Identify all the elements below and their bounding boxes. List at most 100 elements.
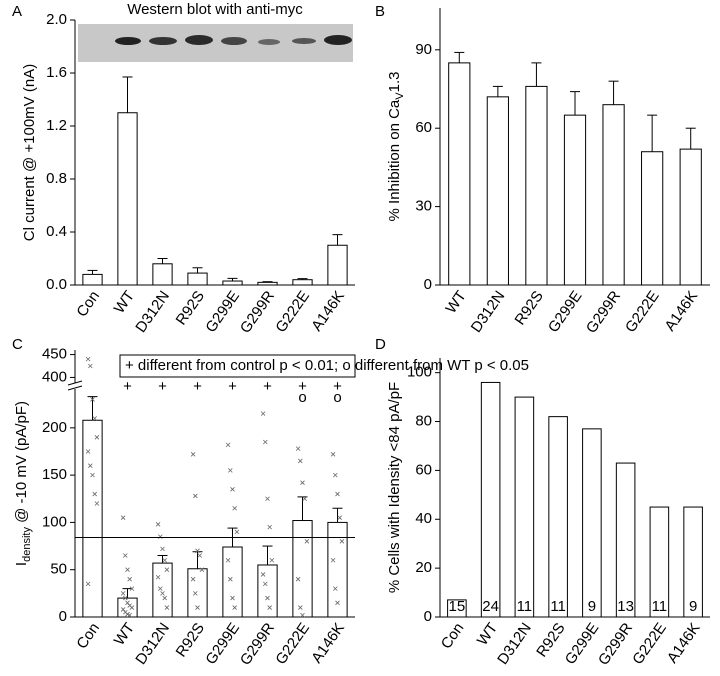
x-tick-label: G299R [237, 288, 278, 337]
data-point [267, 524, 272, 530]
y-axis-label: % Cells with Idensity <84 pA/pF [386, 382, 403, 593]
x-tick-label: A146K [308, 288, 348, 335]
bar [649, 506, 670, 618]
bar [486, 96, 509, 286]
data-point [85, 449, 91, 454]
axis-break [69, 383, 81, 389]
data-point [90, 397, 95, 402]
bar [187, 272, 208, 286]
x-tick-label: D312N [494, 620, 535, 668]
data-point [230, 487, 235, 492]
y-tick-label: 50 [50, 561, 67, 578]
bar [152, 263, 173, 286]
data-point [339, 539, 345, 544]
y-tick-label: 0 [424, 608, 432, 625]
y-axis-label: % Inhibition on CaV1.3 [386, 72, 406, 222]
data-point [333, 472, 338, 478]
western-blot [78, 24, 353, 62]
data-point [269, 557, 275, 563]
data-point [263, 439, 268, 445]
data-point [337, 515, 342, 520]
bar [257, 281, 278, 286]
data-point [94, 435, 100, 440]
bar [152, 562, 173, 618]
panel-label: D [375, 336, 386, 353]
significance-marker: + [263, 378, 272, 395]
significance-marker: + [228, 378, 237, 395]
data-point [94, 501, 100, 506]
x-tick-label: G222E [629, 620, 670, 668]
data-point [300, 480, 305, 485]
x-tick-label: G222E [272, 288, 313, 336]
data-point [225, 557, 231, 563]
significance-marker: + [333, 378, 342, 395]
data-point [267, 605, 272, 610]
bar-label: 11 [550, 598, 566, 615]
y-label-subscript: density [21, 527, 33, 562]
bar [82, 273, 103, 286]
x-tick-label: Con [438, 620, 468, 652]
data-point [295, 576, 301, 582]
significance-marker: + [193, 378, 202, 395]
bar [480, 381, 501, 618]
bar [683, 506, 703, 618]
significance-marker: o [333, 389, 341, 406]
x-tick-label: Con [73, 288, 103, 320]
y-label-subscript: V [394, 92, 406, 100]
legend-box [119, 354, 356, 378]
data-point [190, 452, 196, 457]
chart-title: Western blot with anti-myc [127, 1, 303, 18]
x-tick-label: G299R [583, 288, 624, 337]
y-tick-label: 0.4 [46, 223, 67, 240]
bar-label: 11 [517, 598, 533, 615]
y-axis-label: Idensity @ -10 mV (pA/pF) [13, 401, 33, 566]
bar [563, 114, 587, 286]
bar [222, 546, 243, 618]
x-tick-label: A146K [664, 620, 704, 667]
y-tick-label: 1.2 [46, 117, 67, 134]
y-tick-label: 1.6 [46, 64, 67, 81]
data-point [160, 591, 165, 596]
data-point [265, 496, 270, 502]
bar [448, 62, 471, 286]
data-point [265, 595, 270, 601]
data-point [162, 557, 167, 563]
bar [602, 104, 625, 286]
bar [548, 416, 568, 618]
bar-label: 9 [689, 598, 697, 615]
y-label-text: 1.3 [386, 72, 403, 93]
data-point [232, 505, 237, 511]
data-point [92, 416, 97, 421]
data-point [120, 515, 126, 520]
data-point [127, 612, 132, 618]
y-tick-label: 60 [415, 119, 432, 136]
axis-break-line [67, 380, 83, 386]
y-tick-label: 30 [415, 198, 432, 215]
data-point [158, 586, 163, 591]
data-point [164, 605, 170, 610]
data-point [228, 468, 233, 473]
x-tick-label: WT [443, 288, 470, 317]
y-tick-label: 2.0 [46, 11, 67, 28]
x-tick-label: A146K [661, 288, 701, 335]
bar [187, 568, 208, 618]
x-tick-label: D312N [132, 288, 173, 336]
bar [641, 151, 664, 286]
bar-label: 15 [449, 598, 466, 615]
x-tick-label: G222E [272, 620, 313, 668]
panel-label: B [375, 3, 385, 20]
bar [292, 520, 313, 618]
data-point [234, 529, 240, 535]
data-point [330, 452, 336, 457]
data-point [263, 581, 268, 587]
data-point [85, 356, 91, 362]
y-tick-label: 450 [42, 346, 67, 363]
y-tick-label: 100 [42, 513, 67, 530]
x-tick-label: WT [474, 620, 501, 649]
bar-label: 13 [617, 598, 634, 615]
legend-text: + different from control p < 0.01; o dif… [125, 357, 529, 374]
x-tick-label: R92S [173, 620, 208, 660]
bar [615, 462, 636, 618]
bar [447, 599, 467, 618]
